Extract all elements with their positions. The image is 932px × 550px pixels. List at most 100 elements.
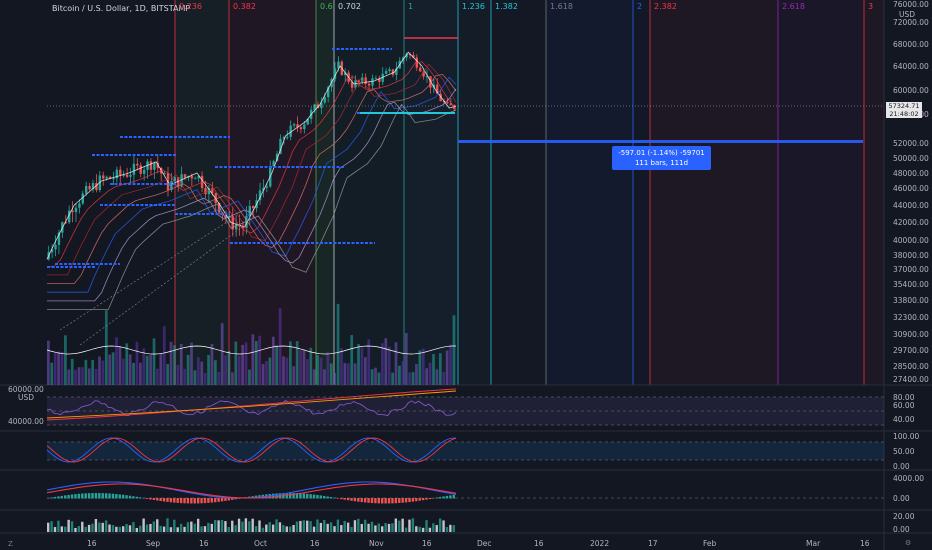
volume-axis-label: 20.00 xyxy=(893,512,915,521)
volume-bar xyxy=(47,340,50,385)
macd-hist-bar xyxy=(156,498,159,501)
candle-body xyxy=(119,169,122,176)
rsi-overlay-red xyxy=(46,388,457,421)
macd-hist-bar xyxy=(295,493,299,499)
pane-volume-bar xyxy=(64,526,67,532)
pane-volume-bar xyxy=(309,521,312,532)
volume-bar xyxy=(268,357,272,385)
price-axis-label: 52000.00 xyxy=(893,139,929,148)
volume-bar xyxy=(118,346,122,385)
fib-zone-2 xyxy=(316,0,334,385)
candle-body xyxy=(54,244,57,250)
macd-hist-bar xyxy=(299,493,302,499)
pane-volume-bar xyxy=(207,522,210,532)
pane-volume-bar xyxy=(128,525,132,532)
pane-volume-bar xyxy=(268,522,271,532)
macd-hist-bar xyxy=(139,497,142,499)
pane-volume-bar xyxy=(326,523,329,532)
macd-hist-bar xyxy=(367,498,370,503)
pane-volume-bar xyxy=(302,520,306,532)
candle-body xyxy=(446,102,449,104)
volume-bar xyxy=(237,355,241,385)
pane-volume-bar xyxy=(381,526,384,532)
rsi-overlay-orange xyxy=(46,390,457,419)
volume-bar xyxy=(336,303,340,385)
macd-hist-bar xyxy=(128,495,132,499)
macd-hist-bar xyxy=(449,495,452,499)
macd-hist-bar xyxy=(381,498,384,504)
candle-body xyxy=(177,177,180,187)
fib-label-3: 3 xyxy=(868,2,874,11)
volume-bar xyxy=(323,369,326,385)
pane-volume-bar xyxy=(299,520,302,532)
volume-bar xyxy=(57,351,60,385)
pane-volume-bar xyxy=(394,518,398,532)
candle-body xyxy=(350,81,354,88)
moving-average-3 xyxy=(47,73,457,284)
fib-zone-5 xyxy=(458,0,491,385)
candle-body xyxy=(449,103,453,106)
price-axis-label: 28500.00 xyxy=(893,362,929,371)
price-axis-label: 27400.00 xyxy=(893,375,929,384)
pane-volume-bar xyxy=(91,523,94,532)
macd-hist-bar xyxy=(329,496,333,499)
macd-hist-bar xyxy=(357,498,360,502)
volume-bar xyxy=(186,354,190,385)
price-axis-label: 42000.00 xyxy=(893,218,929,227)
volume-bar xyxy=(288,341,292,385)
macd-hist-bar xyxy=(438,496,442,499)
macd-hist-bar xyxy=(111,493,115,499)
macd-hist-bar xyxy=(398,498,401,504)
macd-hist-bar xyxy=(363,498,367,503)
volume-bar xyxy=(70,358,74,385)
macd-hist-bar xyxy=(384,498,387,504)
pane-volume-bar xyxy=(231,520,234,532)
volume-bar xyxy=(449,344,452,385)
volume-bar xyxy=(391,372,394,385)
candle-body xyxy=(292,124,296,126)
volume-bar xyxy=(67,369,71,385)
macd-hist-bar xyxy=(169,498,173,503)
fib-zone-0 xyxy=(175,0,229,385)
macd-hist-bar xyxy=(91,493,94,499)
candle-body xyxy=(374,78,378,80)
price-axis-label: 64000.00 xyxy=(893,62,929,71)
volume-bar xyxy=(265,360,268,385)
volume-bar xyxy=(363,357,367,385)
timezone-icon[interactable]: Z xyxy=(8,540,13,548)
volume-bar xyxy=(367,339,371,385)
volume-bar xyxy=(421,348,425,385)
volume-bar xyxy=(435,369,439,385)
volume-bar xyxy=(312,369,316,385)
volume-bar xyxy=(292,366,296,385)
macd-hist-bar xyxy=(159,498,162,502)
volume-bar xyxy=(251,334,255,385)
candle-body xyxy=(320,102,323,108)
pane-volume-bar xyxy=(258,520,261,532)
macd-hist-bar xyxy=(108,493,111,499)
pane-volume-bar xyxy=(162,526,166,532)
candle-body xyxy=(422,71,425,77)
pane-volume-bar xyxy=(217,520,220,532)
settings-gear-icon[interactable]: ⚙ xyxy=(905,539,912,547)
fib-label-1.236: 1.236 xyxy=(462,2,485,11)
fib-zone-1 xyxy=(229,0,316,385)
macd-hist-bar xyxy=(391,498,394,504)
macd-hist-bar xyxy=(210,498,213,503)
price-axis-label: 72000.00 xyxy=(893,18,929,27)
pane-volume-bar xyxy=(360,523,363,532)
macd-hist-bar xyxy=(98,493,101,499)
candle-body xyxy=(105,176,108,179)
macd-hist-bar xyxy=(94,493,98,499)
trend-projection-1 xyxy=(59,219,231,331)
pane-volume-bar xyxy=(176,527,179,532)
volume-bar xyxy=(91,359,95,385)
volume-bar xyxy=(227,351,231,385)
volume-bar xyxy=(360,347,364,385)
pane-volume-bar xyxy=(323,520,326,532)
pane-volume-bar xyxy=(67,519,70,532)
macd-hist-bar xyxy=(319,495,323,499)
pane-volume-bar xyxy=(220,520,224,532)
macd-hist-bar xyxy=(77,493,81,499)
